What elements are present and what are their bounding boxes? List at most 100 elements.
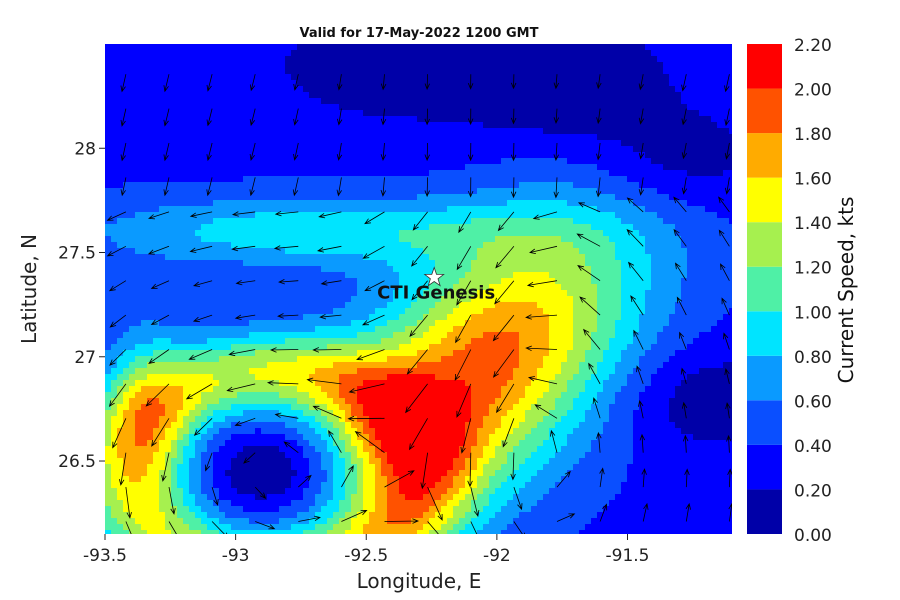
contour-cell xyxy=(183,206,190,213)
contour-cell xyxy=(393,182,400,189)
contour-cell xyxy=(345,62,352,69)
contour-cell xyxy=(285,326,292,333)
contour-cell xyxy=(453,92,460,99)
contour-cell xyxy=(123,326,130,333)
contour-cell xyxy=(405,218,412,225)
contour-cell xyxy=(141,86,148,93)
contour-cell xyxy=(255,314,262,321)
contour-cell xyxy=(111,350,118,357)
contour-cell xyxy=(333,230,340,237)
contour-cell xyxy=(399,86,406,93)
contour-cell xyxy=(411,236,418,243)
contour-cell xyxy=(429,140,436,147)
contour-cell xyxy=(117,56,124,63)
contour-cell xyxy=(255,362,262,369)
contour-cell xyxy=(303,368,310,375)
contour-cell xyxy=(447,164,454,171)
contour-cell xyxy=(111,482,118,489)
contour-cell xyxy=(411,470,418,477)
contour-cell xyxy=(447,488,454,495)
contour-cell xyxy=(183,518,190,525)
contour-cell xyxy=(255,164,262,171)
contour-cell xyxy=(327,254,334,261)
contour-cell xyxy=(267,500,274,507)
contour-cell xyxy=(159,134,166,141)
contour-cell xyxy=(225,314,232,321)
contour-cell xyxy=(243,278,250,285)
contour-cell xyxy=(243,248,250,255)
contour-cell xyxy=(381,494,388,501)
contour-cell xyxy=(429,158,436,165)
contour-cell xyxy=(297,56,304,63)
contour-cell xyxy=(261,236,268,243)
contour-cell xyxy=(309,200,316,207)
contour-cell xyxy=(405,434,412,441)
contour-cell xyxy=(219,182,226,189)
contour-cell xyxy=(339,320,346,327)
contour-cell xyxy=(111,44,118,51)
contour-cell xyxy=(411,410,418,417)
contour-cell xyxy=(219,170,226,177)
contour-cell xyxy=(243,356,250,363)
contour-cell xyxy=(273,254,280,261)
contour-cell xyxy=(117,524,124,531)
contour-cell xyxy=(381,314,388,321)
contour-cell xyxy=(165,524,172,531)
contour-cell xyxy=(393,176,400,183)
contour-cell xyxy=(333,470,340,477)
contour-cell xyxy=(447,200,454,207)
contour-cell xyxy=(459,188,466,195)
contour-cell xyxy=(309,368,316,375)
contour-cell xyxy=(129,170,136,177)
contour-cell xyxy=(147,284,154,291)
contour-cell xyxy=(135,224,142,231)
contour-cell xyxy=(441,506,448,513)
contour-cell xyxy=(441,98,448,105)
contour-cell xyxy=(183,74,190,81)
contour-cell xyxy=(297,284,304,291)
contour-cell xyxy=(237,194,244,201)
contour-cell xyxy=(201,392,208,399)
contour-cell xyxy=(177,290,184,297)
contour-cell xyxy=(123,380,130,387)
contour-cell xyxy=(225,92,232,99)
contour-cell xyxy=(387,44,394,51)
contour-cell xyxy=(429,464,436,471)
contour-cell xyxy=(441,470,448,477)
contour-cell xyxy=(369,362,376,369)
contour-cell xyxy=(153,104,160,111)
contour-cell xyxy=(435,188,442,195)
contour-cell xyxy=(411,44,418,51)
contour-cell xyxy=(399,212,406,219)
contour-cell xyxy=(183,44,190,51)
contour-cell xyxy=(339,278,346,285)
contour-cell xyxy=(363,506,370,513)
contour-cell xyxy=(285,434,292,441)
contour-cell xyxy=(447,68,454,75)
contour-cell xyxy=(453,518,460,525)
contour-cell xyxy=(189,500,196,507)
contour-cell xyxy=(195,512,202,519)
contour-cell xyxy=(393,380,400,387)
contour-cell xyxy=(279,110,286,117)
contour-cell xyxy=(309,518,316,525)
contour-cell xyxy=(177,506,184,513)
contour-cell xyxy=(117,62,124,69)
contour-cell xyxy=(435,164,442,171)
contour-cell xyxy=(423,416,430,423)
contour-cell xyxy=(237,476,244,483)
contour-cell xyxy=(345,278,352,285)
contour-cell xyxy=(129,404,136,411)
contour-cell xyxy=(453,176,460,183)
contour-cell xyxy=(417,80,424,87)
contour-cell xyxy=(309,374,316,381)
contour-cell xyxy=(141,152,148,159)
contour-cell xyxy=(261,254,268,261)
contour-cell xyxy=(255,134,262,141)
contour-cell xyxy=(159,74,166,81)
contour-cell xyxy=(153,362,160,369)
contour-cell xyxy=(333,488,340,495)
contour-cell xyxy=(435,266,442,273)
contour-cell xyxy=(459,134,466,141)
contour-cell xyxy=(423,494,430,501)
